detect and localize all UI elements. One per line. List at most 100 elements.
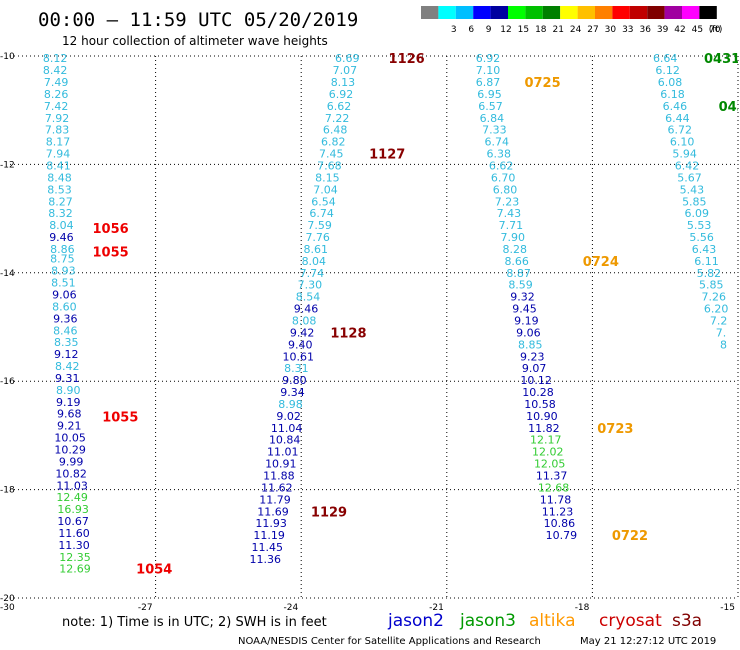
wave-height-value: 7.10 <box>476 64 501 77</box>
wave-height-value: 9.45 <box>512 303 537 316</box>
plot-area: -10 -12 -14 -16 -18 -20-30 -27 -24 -21 -18 -15 8.12… <box>0 52 740 613</box>
scale-swatch <box>699 6 717 19</box>
x-tick-label: -24 <box>283 603 298 613</box>
wave-height-value: 6.80 <box>493 183 518 196</box>
wave-height-value: 11.88 <box>263 470 295 483</box>
scale-swatch <box>629 6 648 19</box>
wave-height-value: 9.31 <box>55 372 80 385</box>
wave-height-value: 6.69 <box>335 52 360 65</box>
wave-height-value: 5.53 <box>687 219 712 232</box>
wave-height-value: 11.36 <box>250 553 282 566</box>
wave-height-value: 11.93 <box>255 517 287 530</box>
wave-height-value: 10.05 <box>54 432 86 445</box>
wave-height-value: 6.72 <box>668 124 693 137</box>
wave-height-value: 6.82 <box>321 136 346 149</box>
wave-height-value: 5.85 <box>682 195 707 208</box>
scale-swatch <box>473 6 491 19</box>
wave-height-value: 8.26 <box>44 88 69 101</box>
wave-height-value: 9.68 <box>57 408 82 421</box>
wave-height-value: 9.23 <box>520 350 545 363</box>
wave-height-value: 9.07 <box>522 362 547 375</box>
wave-height-value: 9.19 <box>56 396 81 409</box>
wave-height-value: 8.75 <box>50 253 75 266</box>
wave-height-value: 9.42 <box>290 326 315 339</box>
wave-height-value: 5.94 <box>672 148 697 161</box>
wave-height-value: 12.02 <box>532 446 564 459</box>
scale-tick-label: 24 <box>570 25 582 35</box>
wave-height-value: 8.61 <box>304 243 329 256</box>
wave-height-value: 6.43 <box>692 243 717 256</box>
x-tick-label: -18 <box>575 603 590 613</box>
pass-time-label: 1055 <box>93 246 129 261</box>
wave-height-value: 8.42 <box>55 360 80 373</box>
wave-height-value: 8.87 <box>506 267 531 280</box>
wave-height-value: 8.42 <box>43 64 68 77</box>
wave-height-value: 9.46 <box>294 303 319 316</box>
scale-tick-label: 45 <box>692 25 703 35</box>
scale-tick-label: 30 <box>605 25 617 35</box>
wave-height-value: 8.04 <box>302 255 327 268</box>
wave-track: 6.697.078.136.926.627.226.486.827.457.68… <box>250 52 425 566</box>
wave-height-value: 7.71 <box>499 219 524 232</box>
wave-height-value: 8.12 <box>43 52 68 65</box>
pass-time-label: 0432 <box>719 100 740 115</box>
wave-height-value: 5.85 <box>699 279 724 292</box>
wave-height-value: 7.68 <box>317 159 342 172</box>
wave-height-value: 8.60 <box>52 300 77 313</box>
wave-height-value: 7.04 <box>313 183 338 196</box>
wave-height-value: 10.29 <box>54 443 86 456</box>
scale-swatch <box>682 6 700 19</box>
satellite-legend: jason2 jason3 altika cryosat s3a <box>387 611 702 631</box>
wave-height-value: 6.84 <box>480 112 505 125</box>
wave-height-value: 11.60 <box>58 527 90 540</box>
y-tick-label: -16 <box>0 377 15 387</box>
wave-height-value: 6.74 <box>485 136 510 149</box>
x-tick-label: -27 <box>138 603 153 613</box>
pass-time-label: 1054 <box>136 563 172 578</box>
wave-height-value: 8.90 <box>56 384 81 397</box>
wave-height-value: 6.62 <box>327 100 352 113</box>
wave-height-value: 6.20 <box>704 303 729 316</box>
wave-height-value: 6.95 <box>477 88 502 101</box>
wave-height-value: 9.34 <box>280 386 305 399</box>
y-tick-label: -20 <box>0 594 15 604</box>
wave-height-value: 8.54 <box>296 291 321 304</box>
wave-height-value: 11.04 <box>271 422 303 435</box>
y-tick-label: -14 <box>0 269 15 279</box>
wave-height-value: 12.35 <box>59 551 91 564</box>
scale-tick-label: 9 <box>486 25 492 35</box>
wave-height-value: 6.09 <box>684 207 709 220</box>
wave-height-value: 10.90 <box>526 410 558 423</box>
wave-height-value: 8.98 <box>278 398 303 411</box>
wave-height-value: 6.42 <box>675 159 700 172</box>
wave-height-value: 11.01 <box>267 446 299 459</box>
wave-height-value: 11.37 <box>536 470 568 483</box>
wave-height-value: 7.26 <box>701 291 726 304</box>
wave-height-value: 8 <box>720 338 727 351</box>
wave-height-value: 6.70 <box>491 171 516 184</box>
wave-height-value: 6.64 <box>653 52 678 65</box>
scale-swatch <box>438 6 456 19</box>
pass-time-label: 0724 <box>583 255 619 270</box>
wave-height-value: 6.92 <box>329 88 354 101</box>
scale-swatch <box>508 6 526 19</box>
wave-height-value: 9.46 <box>49 231 74 244</box>
wave-height-value: 10.67 <box>57 515 89 528</box>
wave-height-value: 10.58 <box>524 398 556 411</box>
wave-height-value: 7.74 <box>300 267 325 280</box>
wave-height-value: 6.57 <box>478 100 503 113</box>
scale-tick-label: 12 <box>500 25 511 35</box>
wave-height-value: 11.23 <box>542 505 574 518</box>
scale-tick-label: 36 <box>639 25 651 35</box>
wave-height-value: 8.27 <box>48 195 73 208</box>
wave-height-value: 9.19 <box>514 314 539 327</box>
wave-height-value: 6.62 <box>489 159 514 172</box>
scale-unit-label: (ft) <box>709 25 723 35</box>
scale-swatch <box>455 6 474 19</box>
pass-time-label: 1055 <box>102 410 138 425</box>
wave-height-value: 7.07 <box>333 64 358 77</box>
pass-time-label: 0723 <box>597 422 633 437</box>
wave-height-value: 7.23 <box>495 195 520 208</box>
wave-height-value: 12.49 <box>56 491 88 504</box>
scale-swatch <box>525 6 543 19</box>
